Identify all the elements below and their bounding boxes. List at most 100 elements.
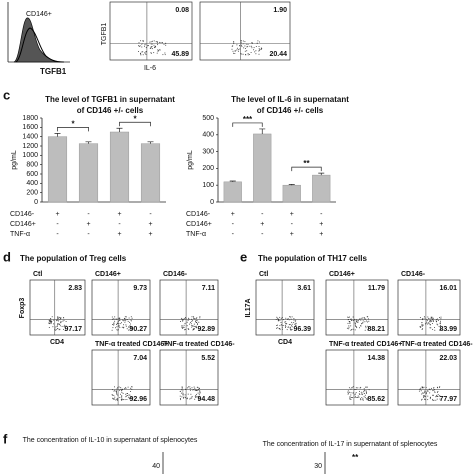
event-dot xyxy=(64,324,66,326)
event-dot xyxy=(258,46,260,47)
event-dot xyxy=(231,48,233,50)
event-dot xyxy=(421,325,423,327)
event-dot xyxy=(276,327,277,329)
event-dot xyxy=(185,397,187,399)
event-dot xyxy=(49,319,51,321)
plot-title: TNF-α treated CD146- xyxy=(163,341,235,348)
event-dot xyxy=(65,325,67,327)
event-dot xyxy=(233,41,235,42)
event-dot xyxy=(193,316,195,318)
event-dot xyxy=(354,389,356,390)
event-dot xyxy=(48,327,50,328)
event-dot xyxy=(279,325,281,327)
event-dot xyxy=(151,48,153,50)
event-dot xyxy=(354,324,356,326)
event-dot xyxy=(118,319,120,321)
quadrant-value: 5.52 xyxy=(201,355,215,362)
event-dot xyxy=(291,321,293,323)
y-tick-label: 1800 xyxy=(22,115,38,122)
event-dot xyxy=(127,386,129,388)
event-dot xyxy=(357,395,359,397)
event-dot xyxy=(192,389,194,391)
event-dot xyxy=(191,318,192,320)
quadrant-value: 83.99 xyxy=(439,326,457,333)
event-dot xyxy=(121,322,122,324)
event-dot xyxy=(285,317,287,319)
y-tick-label: 0 xyxy=(210,199,214,206)
event-dot xyxy=(241,53,243,55)
event-dot xyxy=(422,319,423,321)
y-tick-label: 400 xyxy=(202,132,214,139)
event-dot xyxy=(278,328,280,330)
error-bar xyxy=(54,133,61,137)
event-dot xyxy=(368,389,370,391)
event-dot xyxy=(179,390,181,392)
event-dot xyxy=(57,328,59,330)
event-dot xyxy=(117,394,119,396)
event-dot xyxy=(199,317,201,319)
event-dot xyxy=(114,318,116,320)
event-dot xyxy=(277,320,279,322)
event-dot xyxy=(123,324,125,326)
event-dot xyxy=(113,398,115,400)
event-dot xyxy=(130,396,132,398)
event-dot xyxy=(432,320,434,322)
event-dot xyxy=(289,316,290,318)
event-dot xyxy=(194,387,196,389)
event-dot xyxy=(130,391,132,392)
event-dot xyxy=(424,317,426,319)
y-tick-label: 1600 xyxy=(22,124,38,131)
flow-plot xyxy=(109,1,193,61)
event-dot xyxy=(359,399,361,401)
event-dot xyxy=(122,327,124,329)
event-dot xyxy=(365,392,367,394)
quadrant-value: 22.03 xyxy=(439,355,457,362)
event-dot xyxy=(357,397,359,398)
event-dot xyxy=(233,52,234,54)
event-dot xyxy=(156,41,158,43)
event-dot xyxy=(241,43,243,45)
event-dot xyxy=(421,399,422,401)
event-dot xyxy=(282,325,284,326)
event-dot xyxy=(126,319,128,321)
event-dot xyxy=(198,321,200,323)
event-dot xyxy=(130,398,132,400)
event-dot xyxy=(244,41,246,43)
event-dot xyxy=(421,324,423,326)
histogram xyxy=(15,27,65,63)
event-dot xyxy=(131,328,133,330)
event-dot xyxy=(59,319,61,321)
event-dot xyxy=(254,51,256,53)
event-dot xyxy=(365,391,367,393)
event-dot xyxy=(126,399,128,400)
event-dot xyxy=(234,53,236,54)
event-dot xyxy=(127,396,129,398)
event-dot xyxy=(181,387,183,389)
event-dot xyxy=(111,394,113,396)
event-dot xyxy=(361,317,363,319)
event-dot xyxy=(430,317,432,319)
event-dot xyxy=(350,329,352,331)
event-dot xyxy=(367,318,369,320)
event-dot xyxy=(183,326,185,328)
event-dot xyxy=(251,42,253,44)
event-dot xyxy=(116,388,118,390)
event-dot xyxy=(429,389,431,391)
event-dot xyxy=(424,395,426,397)
event-dot xyxy=(436,323,438,325)
bar xyxy=(109,131,130,203)
event-dot xyxy=(59,325,61,327)
event-dot xyxy=(348,321,350,322)
event-dot xyxy=(437,395,439,397)
event-dot xyxy=(294,323,296,325)
condition-mark: - xyxy=(87,231,90,238)
event-dot xyxy=(64,329,66,331)
event-dot xyxy=(185,329,187,330)
event-dot xyxy=(366,320,367,322)
event-dot xyxy=(50,320,52,322)
event-dot xyxy=(50,322,52,324)
event-dot xyxy=(437,394,439,396)
event-dot xyxy=(141,51,143,53)
event-dot xyxy=(432,319,434,321)
event-dot xyxy=(280,324,282,326)
